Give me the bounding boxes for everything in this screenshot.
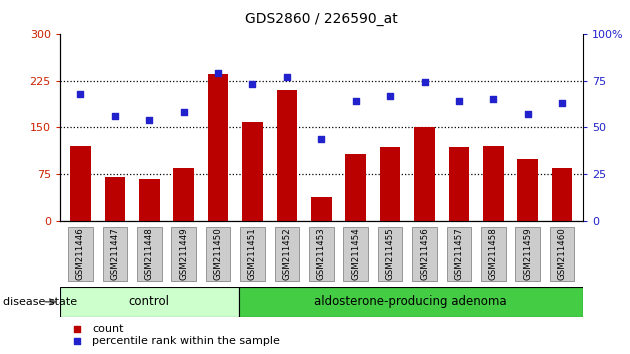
Bar (311, 198, 331, 221)
Text: aldosterone-producing adenoma: aldosterone-producing adenoma (314, 295, 507, 308)
Point (557, 100, 567, 106)
Text: control: control (129, 295, 170, 308)
FancyBboxPatch shape (68, 227, 93, 281)
Legend: count, percentile rank within the sample: count, percentile rank within the sample (66, 324, 280, 346)
Text: GSM211456: GSM211456 (420, 228, 429, 280)
Bar (277, 90, 297, 221)
FancyBboxPatch shape (550, 227, 575, 281)
Bar (139, 179, 159, 221)
Text: GSM211455: GSM211455 (386, 228, 394, 280)
Point (213, 70, 223, 76)
FancyBboxPatch shape (343, 227, 368, 281)
Bar (208, 74, 229, 221)
Bar (173, 168, 194, 221)
Text: GSM211452: GSM211452 (282, 228, 292, 280)
Point (76, 91, 86, 97)
Text: GSM211453: GSM211453 (317, 228, 326, 280)
FancyBboxPatch shape (447, 227, 471, 281)
Text: GSM211457: GSM211457 (454, 228, 464, 280)
Point (316, 136, 326, 142)
Text: GSM211451: GSM211451 (248, 228, 257, 280)
Text: GSM211448: GSM211448 (145, 228, 154, 280)
Point (351, 98, 361, 104)
Text: GSM211458: GSM211458 (489, 228, 498, 280)
FancyBboxPatch shape (481, 227, 506, 281)
Bar (449, 148, 469, 221)
Text: GSM211447: GSM211447 (110, 228, 120, 280)
FancyBboxPatch shape (137, 227, 162, 281)
Point (110, 113, 120, 119)
Point (523, 112, 533, 117)
Point (248, 81, 258, 87)
FancyBboxPatch shape (239, 287, 583, 317)
Text: GSM211446: GSM211446 (76, 228, 85, 280)
FancyBboxPatch shape (103, 227, 127, 281)
Bar (242, 122, 263, 221)
Point (420, 80, 430, 85)
FancyBboxPatch shape (206, 227, 231, 281)
Bar (70, 146, 91, 221)
FancyBboxPatch shape (275, 227, 299, 281)
Bar (105, 177, 125, 221)
Text: disease state: disease state (3, 297, 77, 307)
FancyBboxPatch shape (60, 287, 239, 317)
Point (282, 74, 292, 80)
Point (454, 98, 464, 104)
Point (488, 96, 498, 102)
Bar (414, 127, 435, 221)
Point (179, 110, 189, 115)
Point (385, 93, 395, 98)
FancyBboxPatch shape (515, 227, 540, 281)
Text: GSM211459: GSM211459 (523, 228, 532, 280)
FancyBboxPatch shape (378, 227, 403, 281)
FancyBboxPatch shape (240, 227, 265, 281)
Bar (380, 148, 401, 221)
FancyBboxPatch shape (412, 227, 437, 281)
Text: GSM211454: GSM211454 (351, 228, 360, 280)
Text: GDS2860 / 226590_at: GDS2860 / 226590_at (245, 12, 398, 27)
Bar (552, 168, 573, 221)
Bar (345, 154, 366, 221)
Text: GSM211449: GSM211449 (179, 228, 188, 280)
Text: GSM211460: GSM211460 (558, 228, 566, 280)
Text: GSM211450: GSM211450 (214, 228, 222, 280)
FancyBboxPatch shape (171, 227, 196, 281)
FancyBboxPatch shape (309, 227, 334, 281)
Bar (517, 159, 538, 221)
Point (144, 117, 154, 123)
Bar (483, 146, 503, 221)
